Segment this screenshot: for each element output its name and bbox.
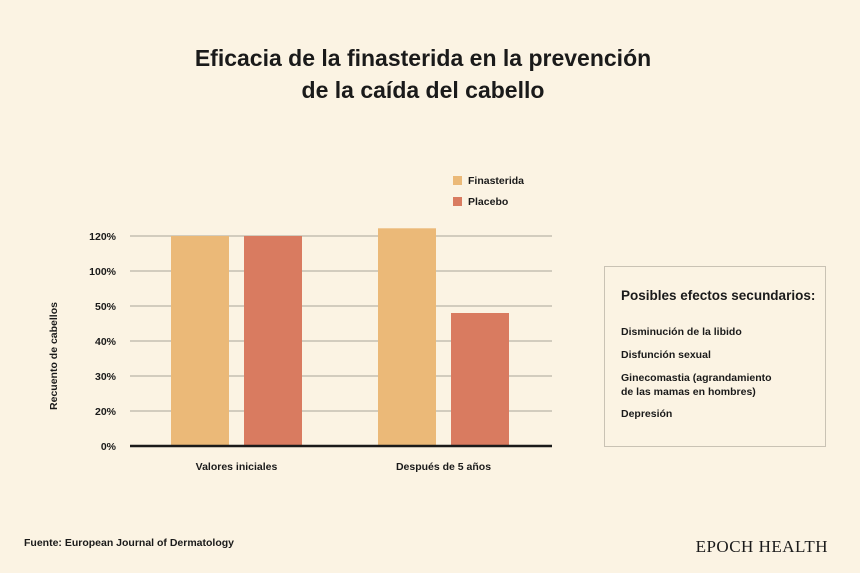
y-tick-label: 120% bbox=[89, 231, 117, 243]
y-tick-label: 40% bbox=[95, 336, 117, 348]
bar-finasterida bbox=[378, 228, 436, 446]
bar-placebo bbox=[451, 313, 509, 446]
bar-finasterida bbox=[171, 236, 229, 446]
legend-label: Finasterida bbox=[468, 175, 524, 187]
side-effect-item: Depresión bbox=[621, 408, 673, 420]
side-effects-box: Posibles efectos secundarios: Disminució… bbox=[604, 266, 826, 447]
y-tick-label: 20% bbox=[95, 406, 117, 418]
side-effect-item: Ginecomastia (agrandamiento bbox=[621, 372, 772, 384]
chart-title: Eficacia de la finasterida en la prevenc… bbox=[0, 42, 846, 106]
y-tick-label: 0% bbox=[101, 441, 117, 453]
bar-placebo bbox=[244, 236, 302, 446]
x-category-label: Después de 5 años bbox=[396, 461, 491, 473]
side-effect-item: Disminución de la libido bbox=[621, 326, 742, 338]
chart-title-line-2: de la caída del cabello bbox=[301, 77, 545, 103]
x-category-label: Valores iniciales bbox=[196, 461, 278, 473]
y-axis-label: Recuento de cabellos bbox=[48, 302, 60, 410]
legend-label: Placebo bbox=[468, 196, 508, 208]
side-effect-item: Disfunción sexual bbox=[621, 349, 711, 361]
chart-title-line-1: Eficacia de la finasterida en la prevenc… bbox=[194, 45, 652, 71]
y-tick-label: 30% bbox=[95, 371, 117, 383]
side-effects-heading: Posibles efectos secundarios: bbox=[621, 288, 816, 303]
source-note: Fuente: European Journal of Dermatology bbox=[24, 537, 235, 549]
y-tick-label: 50% bbox=[95, 301, 117, 313]
y-tick-label: 100% bbox=[89, 266, 117, 278]
brand-logo: EPOCH HEALTH bbox=[695, 537, 828, 556]
legend-swatch bbox=[453, 197, 462, 206]
legend-swatch bbox=[453, 176, 462, 185]
side-effect-item: de las mamas en hombres) bbox=[621, 386, 756, 398]
